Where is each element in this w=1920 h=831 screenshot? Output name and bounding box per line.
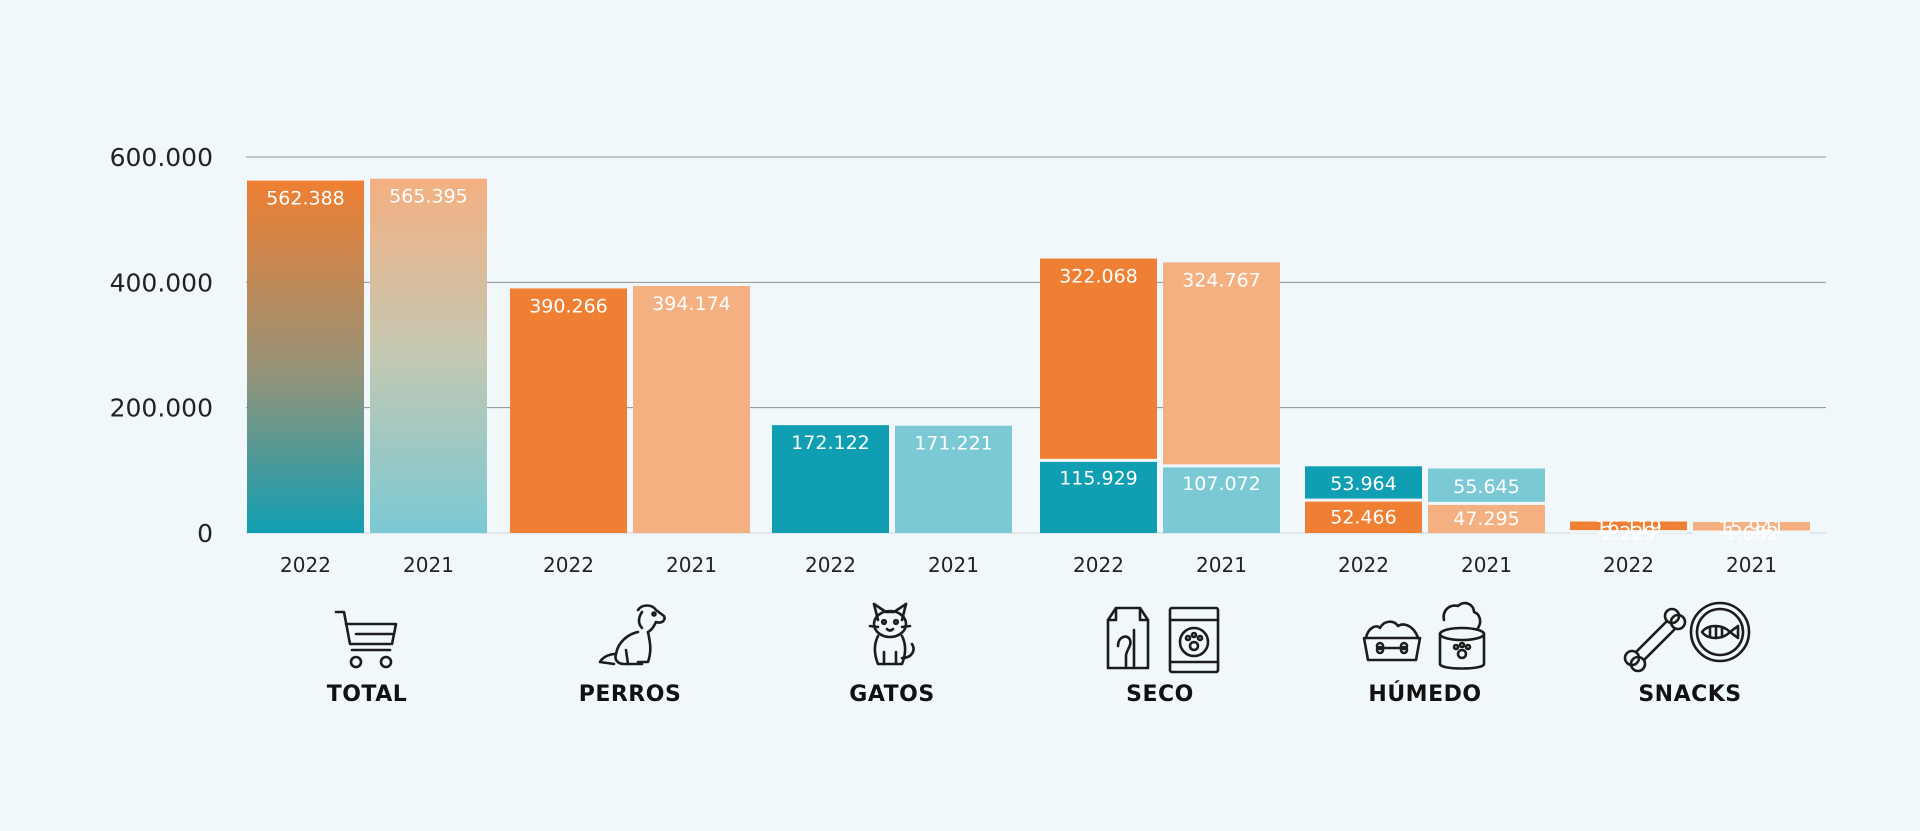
year-label: 2022 [1073, 553, 1124, 577]
wet-food-bowls-icon [1362, 601, 1486, 670]
bar-seco-2022-seg0 [1040, 460, 1157, 533]
year-label: 2022 [543, 553, 594, 577]
y-tick-label: 200.000 [110, 394, 213, 423]
data-label: 107.072 [1182, 473, 1261, 495]
data-label: 322.068 [1059, 266, 1138, 288]
data-label: 115.929 [1059, 467, 1138, 489]
bars [247, 178, 1810, 534]
year-label: 2021 [403, 553, 454, 577]
data-label: 1.682 [1724, 522, 1778, 544]
bar-perros-2022-seg0 [510, 288, 627, 533]
year-label: 2022 [280, 553, 331, 577]
bar-snacks-2021-seg1 [1693, 521, 1810, 532]
bar-húmedo-2021-seg1 [1428, 468, 1545, 504]
bar-húmedo-2022-seg0 [1305, 500, 1422, 533]
year-label: 2022 [805, 553, 856, 577]
bar-total-2022-seg0 [247, 180, 364, 533]
bar-total-2021-seg0 [370, 178, 487, 534]
bar-seco-2021-seg1 [1163, 262, 1280, 466]
category-label: TOTAL [327, 682, 408, 707]
category-icons [334, 601, 1751, 674]
bar-húmedo-2021-seg0 [1428, 503, 1545, 533]
bar-húmedo-2022-seg1 [1305, 466, 1422, 501]
bar-gatos-2022-seg0 [772, 425, 889, 533]
shopping-cart-icon [334, 610, 398, 669]
category-label: SECO [1126, 682, 1194, 707]
data-label: 171.221 [914, 433, 993, 455]
y-tick-label: 600.000 [110, 143, 213, 172]
y-tick-label: 400.000 [110, 268, 213, 297]
data-label: 47.295 [1453, 508, 1519, 530]
data-label: 52.466 [1330, 507, 1396, 529]
category-label: SNACKS [1638, 682, 1741, 707]
bar-gatos-2021-seg0 [895, 425, 1012, 533]
data-label: 390.266 [529, 295, 608, 317]
category-label: GATOS [849, 682, 934, 707]
labels: 0 200.000 400.000 600.000 562.388 2022 565.395… [110, 143, 1785, 707]
dog-icon [598, 604, 666, 666]
dry-food-bags-icon [1106, 606, 1220, 674]
bar-seco-2022-seg1 [1040, 258, 1157, 461]
data-label: 562.388 [266, 188, 345, 210]
data-label: 394.174 [652, 293, 731, 315]
data-label: 172.122 [791, 432, 870, 454]
bar-seco-2021-seg0 [1163, 465, 1280, 533]
year-label: 2021 [1726, 553, 1777, 577]
data-label: 324.767 [1182, 269, 1261, 291]
year-label: 2022 [1338, 553, 1389, 577]
cat-icon [868, 602, 915, 666]
data-label: 16.119 [1595, 517, 1661, 539]
category-label: PERROS [579, 682, 682, 707]
bar-perros-2021-seg0 [633, 285, 750, 533]
data-label: 15.941 [1718, 517, 1784, 539]
gridlines [246, 156, 1826, 534]
bone-and-fish-icon [1623, 601, 1751, 673]
data-label: 565.395 [389, 186, 468, 208]
bar-snacks-2022-seg1 [1570, 521, 1687, 532]
y-tick-label: 0 [197, 519, 213, 548]
data-label: 2.229 [1601, 522, 1655, 544]
year-label: 2021 [1461, 553, 1512, 577]
category-label: HÚMEDO [1368, 681, 1481, 707]
data-label: 55.645 [1453, 476, 1519, 498]
data-label: 53.964 [1330, 473, 1396, 495]
year-label: 2021 [928, 553, 979, 577]
year-label: 2021 [666, 553, 717, 577]
year-label: 2022 [1603, 553, 1654, 577]
year-label: 2021 [1196, 553, 1247, 577]
